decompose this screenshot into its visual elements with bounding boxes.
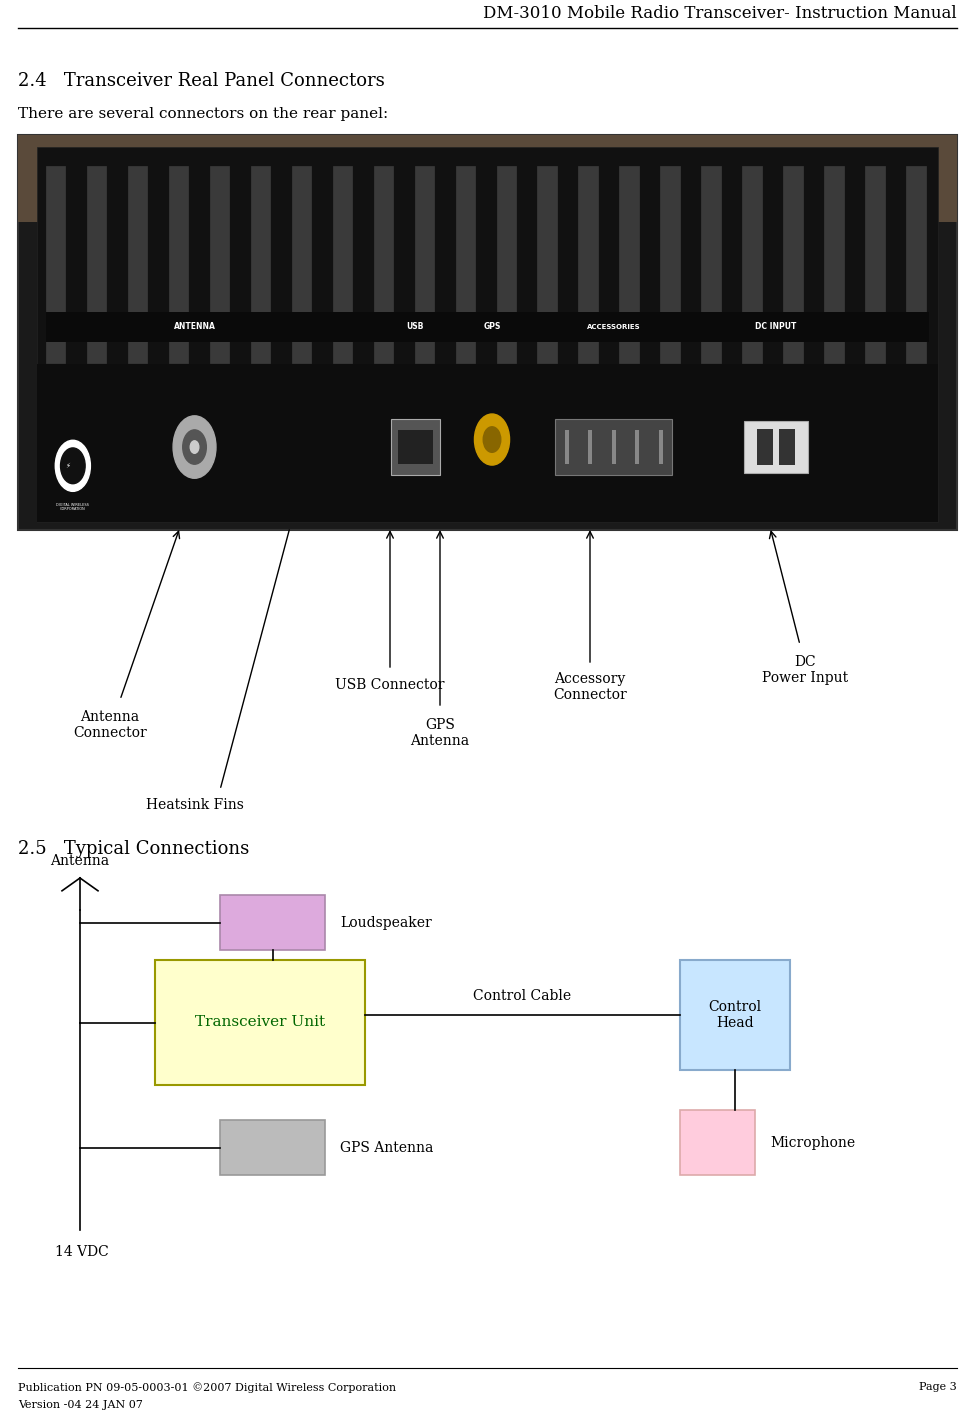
Bar <box>18 135 957 531</box>
Bar <box>757 429 773 465</box>
Bar <box>635 430 639 464</box>
Bar <box>496 166 517 365</box>
Bar <box>46 312 929 342</box>
Text: USB Connector: USB Connector <box>335 678 445 692</box>
Text: Antenna
Connector: Antenna Connector <box>73 710 147 741</box>
Text: ACCESSORIES: ACCESSORIES <box>587 324 641 331</box>
Text: Heatsink Fins: Heatsink Fins <box>146 797 244 812</box>
Bar <box>210 166 230 365</box>
Bar <box>565 430 568 464</box>
Text: Microphone: Microphone <box>770 1135 855 1149</box>
Text: There are several connectors on the rear panel:: There are several connectors on the rear… <box>18 106 388 121</box>
Bar <box>742 166 762 365</box>
Text: ⚡: ⚡ <box>65 463 70 468</box>
FancyBboxPatch shape <box>220 1120 325 1175</box>
Text: GPS Antenna: GPS Antenna <box>340 1141 433 1155</box>
FancyBboxPatch shape <box>220 895 325 949</box>
Bar <box>906 166 927 365</box>
Text: Page 3: Page 3 <box>919 1382 957 1392</box>
Circle shape <box>190 441 199 453</box>
Text: Antenna: Antenna <box>51 854 109 868</box>
Bar <box>824 166 844 365</box>
Bar <box>37 146 938 522</box>
Bar <box>128 166 148 365</box>
Text: DIGITAL WIRELESS
CORPORATION: DIGITAL WIRELESS CORPORATION <box>57 502 90 511</box>
Text: GPS: GPS <box>484 322 501 332</box>
Bar <box>611 430 615 464</box>
Text: 14 VDC: 14 VDC <box>55 1244 109 1259</box>
FancyBboxPatch shape <box>680 961 790 1070</box>
Bar <box>660 166 681 365</box>
Bar <box>783 166 803 365</box>
Circle shape <box>60 448 85 484</box>
Text: GPS
Antenna: GPS Antenna <box>410 718 470 748</box>
FancyBboxPatch shape <box>680 1110 755 1175</box>
Text: Loudspeaker: Loudspeaker <box>340 915 432 929</box>
Bar <box>779 429 795 465</box>
Circle shape <box>475 414 510 465</box>
Bar <box>373 166 394 365</box>
Text: USB: USB <box>407 322 424 332</box>
Text: Accessory
Connector: Accessory Connector <box>553 673 627 702</box>
Text: DC INPUT: DC INPUT <box>756 322 797 332</box>
Text: Transceiver Unit: Transceiver Unit <box>195 1016 325 1030</box>
Bar <box>865 166 885 365</box>
Bar <box>744 421 807 474</box>
Text: DM-3010 Mobile Radio Transceiver- Instruction Manual: DM-3010 Mobile Radio Transceiver- Instru… <box>484 6 957 23</box>
Bar <box>251 166 271 365</box>
Bar <box>414 166 435 365</box>
Bar <box>578 166 599 365</box>
Circle shape <box>174 416 216 478</box>
FancyBboxPatch shape <box>155 961 365 1086</box>
Bar <box>37 365 938 522</box>
Bar <box>18 135 957 221</box>
Bar <box>391 419 440 475</box>
Bar <box>455 166 476 365</box>
Text: DC
Power Input: DC Power Input <box>761 656 848 685</box>
Text: ANTENNA: ANTENNA <box>174 322 215 332</box>
Circle shape <box>182 430 207 464</box>
Bar <box>292 166 312 365</box>
Text: Control
Head: Control Head <box>709 1000 761 1030</box>
Bar <box>619 166 640 365</box>
Text: Publication PN 09-05-0003-01 ©2007 Digital Wireless Corporation: Publication PN 09-05-0003-01 ©2007 Digit… <box>18 1382 396 1393</box>
Bar <box>332 166 353 365</box>
Bar <box>555 419 673 475</box>
Text: Version -04 24 JAN 07: Version -04 24 JAN 07 <box>18 1401 143 1410</box>
Bar <box>659 430 663 464</box>
Bar <box>701 166 722 365</box>
Bar <box>87 166 107 365</box>
Bar <box>537 166 558 365</box>
Text: Control Cable: Control Cable <box>474 989 571 1003</box>
Bar <box>398 430 433 464</box>
Bar <box>588 430 592 464</box>
Bar <box>46 166 66 365</box>
Text: 2.5   Typical Connections: 2.5 Typical Connections <box>18 840 250 858</box>
Circle shape <box>56 440 91 491</box>
Bar <box>169 166 189 365</box>
Text: 2.4   Transceiver Real Panel Connectors: 2.4 Transceiver Real Panel Connectors <box>18 72 385 89</box>
Circle shape <box>484 427 501 453</box>
